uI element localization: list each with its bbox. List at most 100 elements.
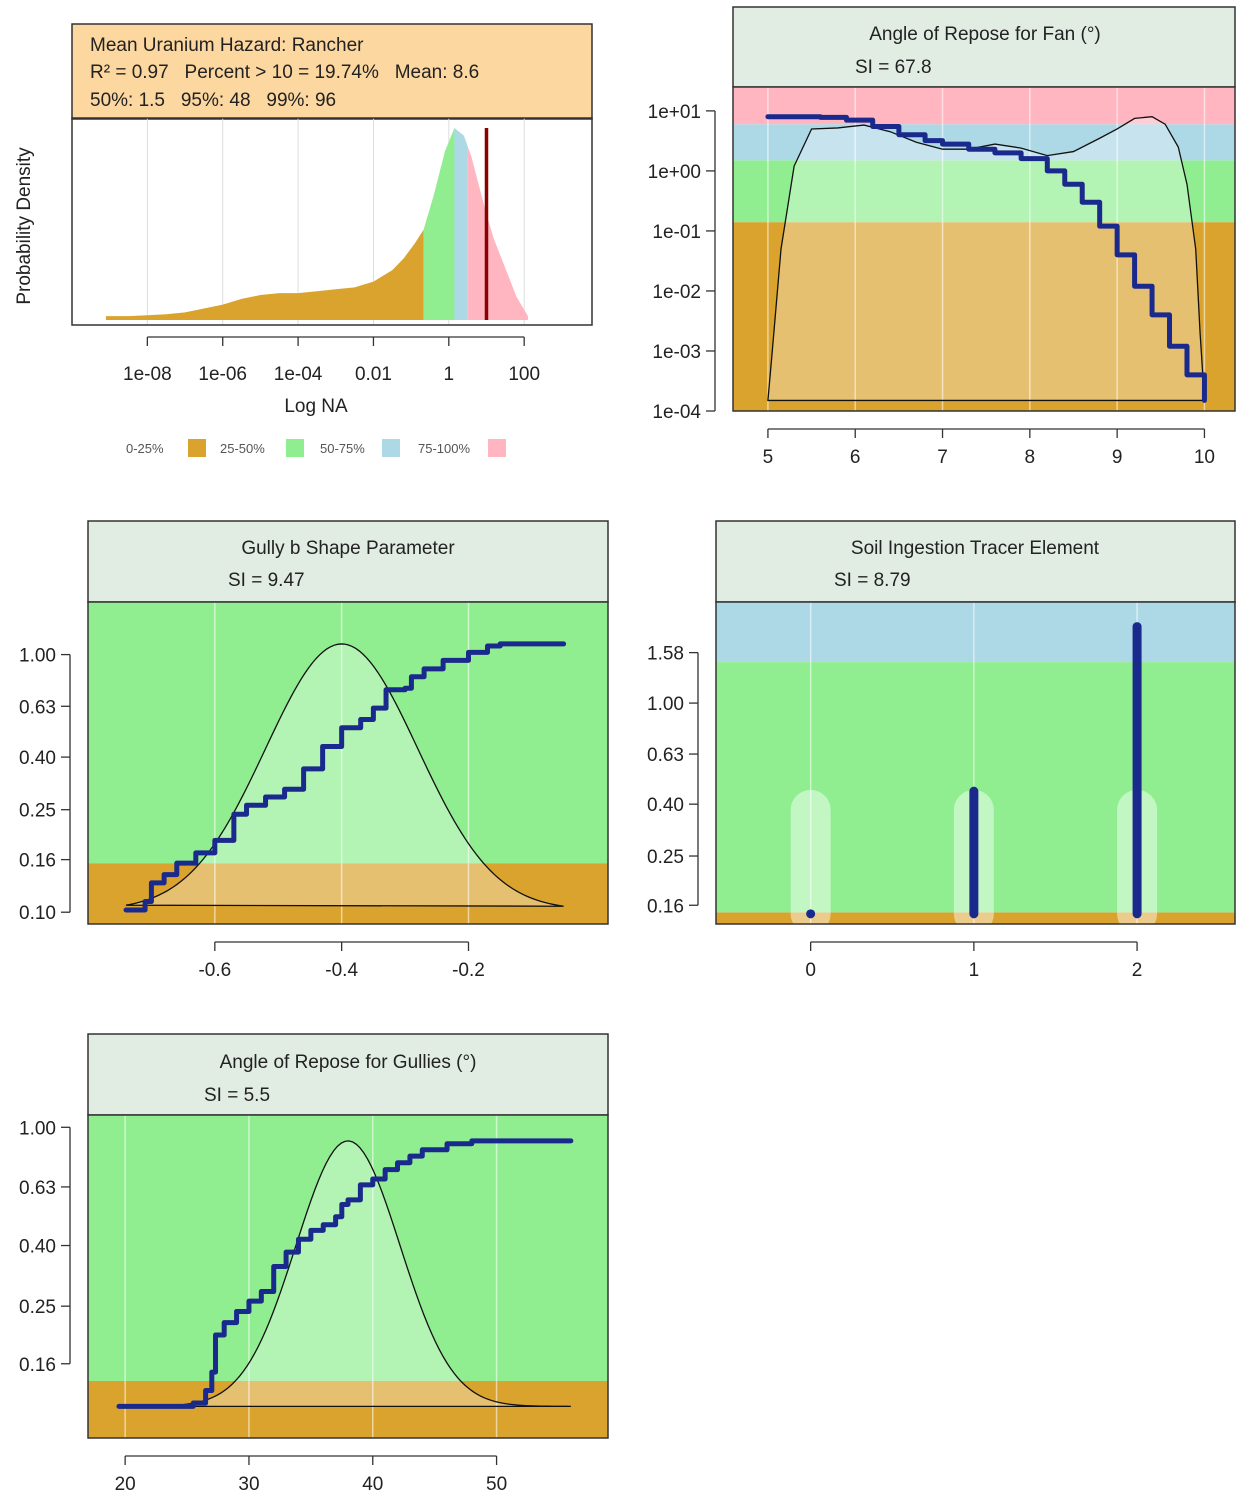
fan-y-axis: 1e+01 1e+00 1e-01 1e-02 1e-03 1e-04 <box>648 102 716 423</box>
x-tick-label: 1 <box>969 960 980 981</box>
gullies-x-axis: 20 30 40 50 <box>115 1455 507 1491</box>
fan-header <box>732 6 1236 88</box>
y-tick-label: 1.00 <box>19 1118 56 1139</box>
band-q3 <box>716 602 1235 663</box>
gully-b-si: SI = 9.47 <box>228 570 305 591</box>
y-tick-label: 1e-02 <box>652 282 701 303</box>
panel-fan: Angle of Repose for Fan (°) SI = 67.8 1e… <box>648 6 1236 468</box>
panel-gullies: Angle of Repose for Gullies (°) SI = 5.5… <box>19 1033 609 1491</box>
ecdf-line <box>116 1138 574 1409</box>
y-tick-label: 0.25 <box>647 847 684 868</box>
gully-b-x-axis: -0.6 -0.4 -0.2 <box>198 941 485 981</box>
legend-swatch <box>382 439 400 457</box>
x-tick-label: 10 <box>1194 447 1215 468</box>
gully-b-title: Gully b Shape Parameter <box>241 538 455 559</box>
x-tick-label: 0.01 <box>355 364 392 385</box>
soil-si: SI = 8.79 <box>834 570 911 591</box>
x-tick-label: 8 <box>1025 447 1036 468</box>
y-tick-label: 0.10 <box>19 903 56 924</box>
y-tick-label: 1e+01 <box>648 102 701 123</box>
x-tick-label: 7 <box>937 447 948 468</box>
fan-title: Angle of Repose for Fan (°) <box>869 24 1101 45</box>
legend-label: 0-25% <box>126 441 164 456</box>
y-tick-label: 0.40 <box>19 1237 56 1258</box>
hazard-header <box>71 23 593 120</box>
y-tick-label: 0.25 <box>19 801 56 822</box>
x-tick-label: -0.6 <box>198 960 231 981</box>
hazard-stats-line1: R² = 0.97 Percent > 10 = 19.74% Mean: 8.… <box>90 62 479 83</box>
soil-y-axis: 1.58 1.00 0.63 0.40 0.25 0.16 <box>647 644 699 917</box>
y-tick-label: 0.40 <box>19 748 56 769</box>
band-q3 <box>733 124 1235 161</box>
y-tick-label: 1e+00 <box>648 162 701 183</box>
hazard-legend: 0-25% 25-50% 50-75% 75-100% <box>126 439 506 457</box>
plot-frame <box>87 601 609 925</box>
plot-frame <box>732 86 1236 412</box>
density-fill-q1 <box>105 229 424 320</box>
ecdf-line <box>123 641 567 913</box>
fan-si: SI = 67.8 <box>855 57 932 78</box>
y-tick-label: 0.16 <box>647 896 684 917</box>
x-tick-label: 30 <box>238 1474 259 1491</box>
y-tick-label: 0.16 <box>19 1355 56 1376</box>
hazard-x-axis: 1e-08 1e-06 1e-04 0.01 1 100 <box>123 336 540 385</box>
plot-frame <box>715 601 1236 925</box>
y-tick-label: 1.00 <box>19 646 56 667</box>
density-curve <box>767 116 1206 402</box>
y-tick-label: 1e-01 <box>652 222 701 243</box>
y-tick-label: 0.63 <box>647 745 684 766</box>
fan-x-axis: 5 6 7 8 9 10 <box>763 428 1215 468</box>
y-tick-label: 0.25 <box>19 1297 56 1318</box>
gullies-plot-area <box>87 1114 609 1439</box>
legend-swatch <box>488 439 506 457</box>
density-fill-q4 <box>467 146 528 320</box>
density-fill-q2 <box>423 128 455 320</box>
y-tick-label: 1.58 <box>647 644 684 665</box>
hazard-ylabel: Probability Density <box>14 147 35 305</box>
gully-b-header <box>87 520 609 603</box>
gully-b-plot-area <box>87 601 609 925</box>
ecdf-line <box>765 114 1207 403</box>
x-tick-label: 2 <box>1132 960 1143 981</box>
panel-gully-b: Gully b Shape Parameter SI = 9.47 1.00 0.… <box>19 520 609 981</box>
y-tick-label: 0.63 <box>19 1178 56 1199</box>
legend-label: 50-75% <box>320 441 365 456</box>
x-tick-label: 1e-08 <box>123 364 172 385</box>
soil-x-axis: 0 1 2 <box>805 941 1143 981</box>
hazard-plot-frame <box>71 117 593 326</box>
hazard-xlabel: Log NA <box>284 396 348 417</box>
band-q2 <box>733 160 1235 223</box>
x-tick-label: 100 <box>508 364 540 385</box>
legend-swatch <box>188 439 206 457</box>
y-tick-label: 1e-04 <box>652 402 701 423</box>
legend-label: 75-100% <box>418 441 470 456</box>
panel-soil: Soil Ingestion Tracer Element SI = 8.79 … <box>647 520 1236 981</box>
gullies-header <box>87 1033 609 1116</box>
x-tick-label: 20 <box>115 1474 136 1491</box>
band-q2 <box>88 1115 608 1381</box>
x-tick-label: 50 <box>486 1474 507 1491</box>
hazard-title: Mean Uranium Hazard: Rancher <box>90 35 364 56</box>
y-tick-label: 0.16 <box>19 851 56 872</box>
legend-label: 25-50% <box>220 441 265 456</box>
soil-title: Soil Ingestion Tracer Element <box>851 538 1100 559</box>
x-tick-label: 1e-04 <box>274 364 323 385</box>
gullies-y-axis: 1.00 0.63 0.40 0.25 0.16 <box>19 1118 71 1376</box>
y-tick-label: 0.63 <box>19 697 56 718</box>
range-point <box>806 909 816 919</box>
x-tick-label: -0.4 <box>325 960 358 981</box>
density-fill-q3 <box>454 128 468 320</box>
panel-hazard: Mean Uranium Hazard: Rancher R² = 0.97 P… <box>14 23 593 457</box>
soil-plot-area <box>715 601 1236 934</box>
hazard-stats-line2: 50%: 1.5 95%: 48 99%: 96 <box>90 90 336 111</box>
band-q1 <box>716 912 1235 924</box>
x-tick-label: 6 <box>850 447 861 468</box>
x-tick-label: 0 <box>805 960 816 981</box>
legend-swatch <box>286 439 304 457</box>
x-tick-label: 1 <box>444 364 455 385</box>
x-tick-label: -0.2 <box>452 960 485 981</box>
hazard-plot-area <box>105 118 528 325</box>
y-tick-label: 0.40 <box>647 795 684 816</box>
gully-b-y-axis: 1.00 0.63 0.40 0.25 0.16 0.10 <box>19 646 71 924</box>
